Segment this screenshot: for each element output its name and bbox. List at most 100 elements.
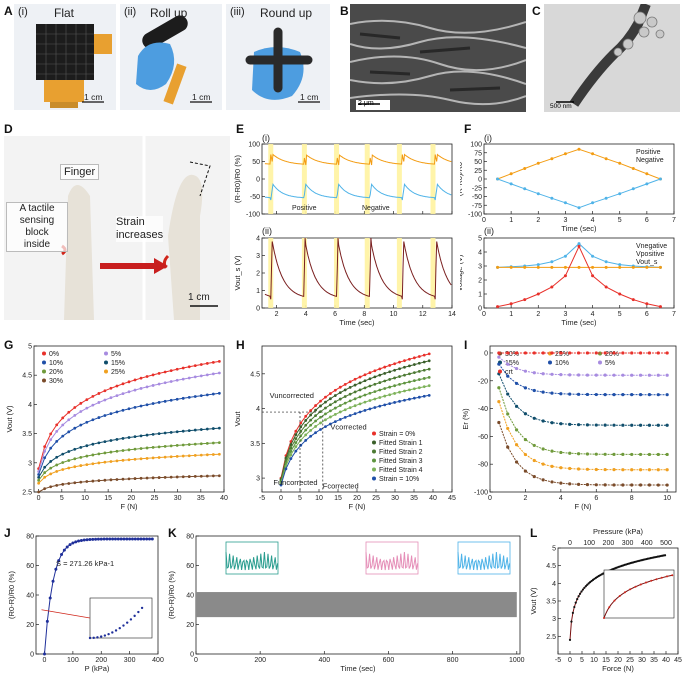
i-legend-2: 20% [605, 351, 619, 358]
g-legend-2: 10% [49, 360, 63, 367]
j-inset-pt-2 [96, 636, 99, 639]
g-series-6-pt-9 [91, 479, 95, 483]
i-series-6-pt-2 [514, 351, 519, 355]
l-ytick-label-3: 4 [552, 581, 556, 588]
f-ii-series-1-pt-7 [591, 265, 595, 269]
h-annotation-1: Vcorrected [330, 422, 366, 431]
h-series-3-pt-20 [378, 388, 382, 392]
j-ytick-label-0: 0 [30, 652, 34, 659]
e-ii-highlight-2 [334, 238, 340, 308]
g-series-4-pt-29 [211, 441, 215, 445]
f-i-series-1 [497, 178, 661, 209]
h-series-4-pt-20 [378, 396, 382, 399]
f-ii-series-1-pt-8 [604, 265, 608, 269]
l-xtick-label-3: 10 [590, 657, 598, 664]
photo-d-scale: 1 cm [188, 292, 210, 303]
f-ii-xtick-label-2: 2 [536, 311, 540, 318]
i-series-3-pt-7 [559, 422, 563, 426]
i-series-3-pt-15 [630, 423, 634, 427]
h-legend-marker-2 [372, 449, 376, 454]
k-xtick-label-4: 800 [447, 657, 459, 664]
i-series-5-pt-8 [568, 373, 572, 377]
j-curve-pt-21 [102, 537, 106, 541]
g-series-6-pt-4 [61, 482, 65, 486]
h-series-5-pt-23 [393, 401, 397, 404]
chart-e-i-sub: (i) [262, 133, 270, 143]
i-series-5-pt-9 [576, 373, 581, 377]
g-series-3-pt-5 [67, 450, 71, 453]
i-series-6-pt-18 [656, 351, 660, 355]
h-series-5-pt-15 [353, 412, 357, 416]
f-i-legend-1: Negative [636, 157, 664, 164]
j-inset-pt-0 [88, 636, 92, 640]
i-ytick-label-0: -100 [474, 490, 488, 497]
h-series-5-pt-12 [338, 418, 342, 421]
h-series-1-pt-9 [324, 400, 327, 404]
g-xlabel: F (N) [120, 502, 138, 511]
j-curve-pt-15 [85, 538, 89, 542]
i-series-6-pt-17 [647, 351, 652, 355]
h-series-4-pt-21 [383, 394, 387, 398]
h-series-2-pt-15 [353, 390, 357, 394]
g-series-1-pt-21 [163, 381, 167, 385]
i-series-1-pt-5 [541, 462, 545, 466]
i-series-5-pt-18 [656, 373, 660, 377]
i-series-4-pt-9 [576, 392, 581, 396]
i-series-2-pt-2 [514, 428, 519, 432]
g-series-0-pt-17 [139, 376, 143, 380]
h-series-1-pt-20 [378, 373, 382, 377]
h-series-0-pt-25 [403, 359, 406, 363]
g-series-4-pt-0 [37, 478, 41, 482]
panel-label-i: I [464, 338, 468, 352]
g-series-6-pt-28 [205, 474, 209, 478]
g-series-1-pt-3 [55, 429, 59, 433]
g-series-1-pt-28 [205, 373, 209, 377]
h-series-3-pt-8 [319, 415, 322, 419]
h-series-0-pt-15 [353, 377, 357, 381]
j-curve-pt-2 [48, 596, 52, 600]
l-curve-pt-66 [663, 554, 667, 557]
e-ii-highlight-0 [268, 238, 274, 308]
j-curve-pt-23 [108, 537, 112, 541]
g-series-5-pt-0 [37, 481, 41, 485]
k-zoom-wave-1 [365, 551, 419, 571]
h-series-3-pt-5 [304, 428, 308, 432]
j-ytick-label-2: 40 [26, 593, 34, 600]
f-i-xtick-label-6: 6 [645, 217, 649, 224]
g-ytick-label-2: 3.5 [22, 431, 32, 438]
g-series-5-pt-8 [85, 463, 89, 466]
f-i-ytick-label-2: -50 [472, 194, 482, 201]
g-series-6-pt-0 [37, 490, 41, 494]
i-series-5-pt-1 [506, 362, 510, 366]
h-series-0-pt-19 [373, 369, 377, 373]
h-xtick-label-7: 30 [391, 495, 399, 502]
h-series-5-pt-6 [309, 434, 313, 438]
f-i-xtick-label-4: 4 [591, 217, 595, 224]
g-series-4-pt-11 [103, 451, 107, 455]
l-xtick-label-10: 45 [674, 657, 682, 664]
g-series-1-pt-18 [145, 385, 149, 389]
g-ytick-label-1: 3 [28, 460, 32, 467]
h-series-0-pt-7 [314, 404, 317, 407]
h-xlabel: F (N) [348, 502, 366, 511]
g-series-5-pt-14 [121, 458, 125, 462]
f-ii-series-1-pt-6 [577, 265, 581, 269]
g-ytick-label-0: 2.5 [22, 490, 32, 497]
g-series-1-pt-19 [151, 384, 155, 387]
l-curve-pt-8 [580, 590, 583, 593]
l-inset-pt-7 [639, 583, 642, 586]
g-series-1-pt-26 [193, 375, 197, 379]
f-ii-series-1-pt-12 [658, 265, 662, 269]
i-series-2-pt-6 [550, 449, 554, 453]
g-series-0-pt-3 [55, 423, 59, 427]
i-series-3-pt-10 [585, 423, 590, 427]
j-curve-pt-38 [150, 537, 154, 541]
h-series-0-pt-3 [294, 429, 298, 433]
g-series-0-pt-1 [43, 445, 47, 449]
g-series-6-pt-27 [199, 474, 203, 478]
i-legend-marker-6 [498, 369, 502, 374]
f-i-legend-0: Positive [636, 149, 661, 156]
h-series-5-pt-29 [422, 394, 426, 398]
g-series-4-pt-27 [199, 442, 203, 446]
h-series-4-pt-11 [333, 412, 337, 416]
